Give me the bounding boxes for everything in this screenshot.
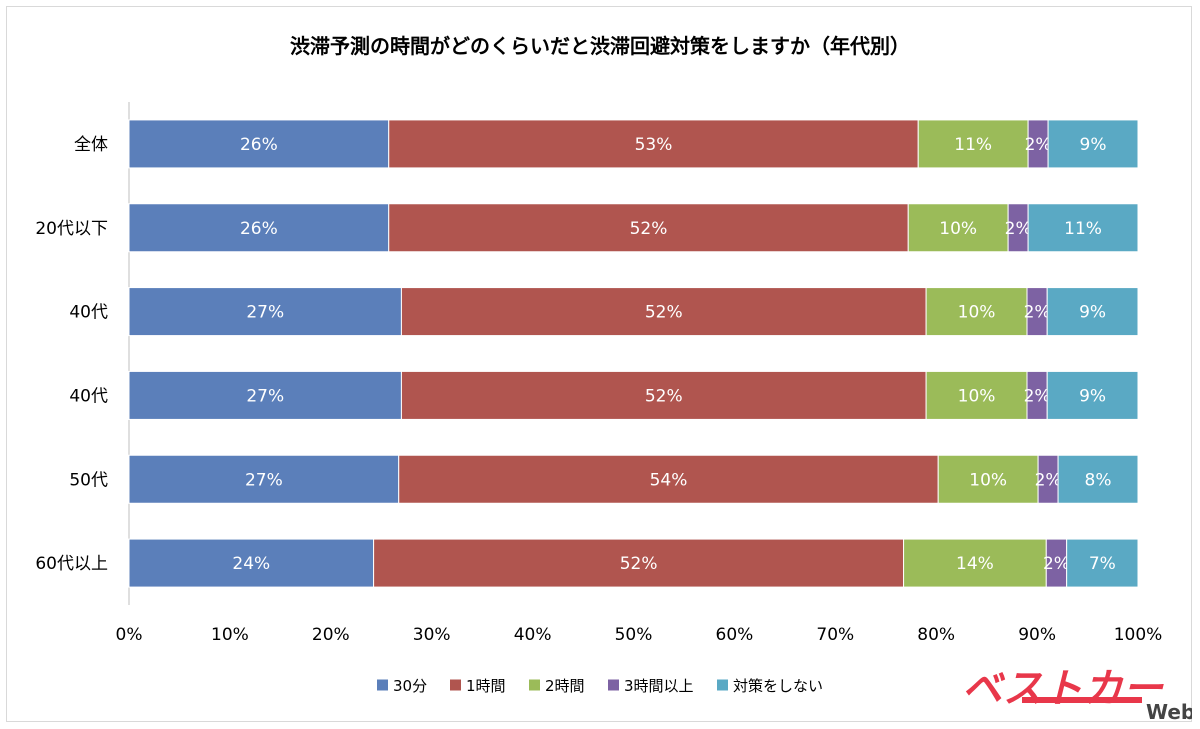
data-label: 2% bbox=[1005, 219, 1032, 239]
data-label: 10% bbox=[969, 470, 1007, 490]
bar-segment bbox=[1047, 119, 1139, 169]
x-tick-label: 50% bbox=[615, 625, 653, 645]
x-tick-label: 90% bbox=[1018, 625, 1056, 645]
plot-area: 全体 26% 53% 11% 2% 9% 20代以下 26% 52% 10% 2% 11% 40代 27%… bbox=[35, 102, 1162, 645]
data-label: 11% bbox=[954, 135, 992, 155]
logo-underline bbox=[1022, 697, 1142, 703]
bar-segment bbox=[128, 203, 390, 253]
data-label: 52% bbox=[645, 303, 683, 323]
data-label: 53% bbox=[635, 135, 673, 155]
bar-segment bbox=[1066, 538, 1139, 588]
data-label: 52% bbox=[620, 554, 658, 574]
data-label: 2% bbox=[1024, 303, 1051, 323]
data-label: 26% bbox=[240, 135, 278, 155]
category-label: 50代 bbox=[69, 470, 108, 490]
data-label: 27% bbox=[246, 303, 284, 323]
legend-label: 30分 bbox=[393, 677, 427, 695]
data-label: 27% bbox=[245, 470, 283, 490]
x-tick-label: 20% bbox=[312, 625, 350, 645]
bar-segment bbox=[128, 370, 402, 420]
bar-segment bbox=[1046, 370, 1139, 420]
data-label: 54% bbox=[650, 470, 688, 490]
bar-segment bbox=[400, 287, 927, 337]
legend-swatch bbox=[377, 679, 388, 691]
bar-segment bbox=[1057, 454, 1139, 504]
logo-sub-text: Web bbox=[1146, 700, 1192, 724]
data-label: 10% bbox=[939, 219, 977, 239]
data-label: 9% bbox=[1079, 386, 1106, 406]
data-label: 2% bbox=[1024, 386, 1051, 406]
data-label: 2% bbox=[1035, 470, 1062, 490]
data-label: 11% bbox=[1064, 219, 1102, 239]
data-label: 10% bbox=[958, 386, 996, 406]
bar-segment bbox=[925, 370, 1028, 420]
chart-frame bbox=[6, 6, 1192, 722]
legend-swatch bbox=[608, 679, 619, 691]
bestcar-web-logo: ベストカー Web bbox=[962, 666, 1192, 724]
bar-segment bbox=[398, 454, 939, 504]
legend-label: 1時間 bbox=[466, 677, 506, 695]
data-label: 2% bbox=[1025, 135, 1052, 155]
category-label: 全体 bbox=[74, 135, 108, 155]
legend-label: 3時間以上 bbox=[624, 677, 694, 695]
x-tick-label: 10% bbox=[211, 625, 249, 645]
bar-segment bbox=[903, 538, 1047, 588]
legend: 30分 1時間 2時間 3時間以上 対策をしない bbox=[377, 677, 823, 695]
data-label: 27% bbox=[246, 386, 284, 406]
bar-segment bbox=[128, 287, 402, 337]
x-tick-label: 0% bbox=[116, 625, 143, 645]
data-label: 9% bbox=[1080, 135, 1107, 155]
data-label: 2% bbox=[1043, 554, 1070, 574]
data-label: 26% bbox=[240, 219, 278, 239]
data-label: 52% bbox=[645, 386, 683, 406]
x-tick-label: 30% bbox=[413, 625, 451, 645]
data-label: 9% bbox=[1079, 303, 1106, 323]
bar-segment bbox=[128, 454, 400, 504]
x-tick-label: 80% bbox=[917, 625, 955, 645]
bar-segment bbox=[917, 119, 1029, 169]
category-label: 60代以上 bbox=[35, 554, 108, 574]
chart-title: 渋滞予測の時間がどのくらいだと渋滞回避対策をしますか（年代別） bbox=[290, 34, 910, 58]
data-label: 10% bbox=[958, 303, 996, 323]
data-label: 14% bbox=[956, 554, 994, 574]
x-tick-label: 60% bbox=[716, 625, 754, 645]
category-label: 20代以下 bbox=[35, 219, 108, 239]
legend-swatch bbox=[529, 679, 540, 691]
data-label: 24% bbox=[232, 554, 270, 574]
bar-segment bbox=[128, 538, 375, 588]
legend-label: 2時間 bbox=[545, 677, 585, 695]
legend-swatch bbox=[450, 679, 461, 691]
data-label: 52% bbox=[630, 219, 668, 239]
data-label: 7% bbox=[1089, 554, 1116, 574]
x-tick-label: 70% bbox=[816, 625, 854, 645]
legend-label: 対策をしない bbox=[733, 677, 823, 695]
bar-segment bbox=[1027, 203, 1139, 253]
x-tick-label: 40% bbox=[514, 625, 552, 645]
bar-segment bbox=[400, 370, 927, 420]
category-label: 40代 bbox=[69, 386, 108, 406]
bar-segment bbox=[1046, 287, 1139, 337]
x-tick-label: 100% bbox=[1114, 625, 1163, 645]
bar-segment bbox=[937, 454, 1039, 504]
bar-segment bbox=[925, 287, 1028, 337]
logo-main-text: ベストカー bbox=[962, 666, 1165, 712]
bar-segment bbox=[128, 119, 390, 169]
legend-swatch bbox=[717, 679, 728, 691]
category-label: 40代 bbox=[69, 303, 108, 323]
data-label: 8% bbox=[1085, 470, 1112, 490]
